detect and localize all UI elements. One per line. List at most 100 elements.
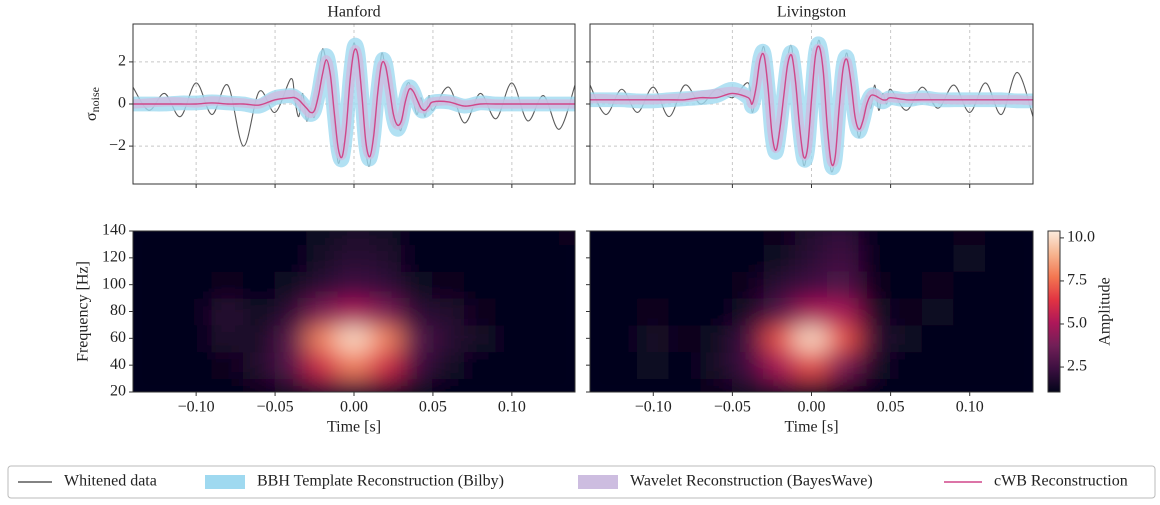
heatmap-cell [527,270,560,299]
heatmap-cell [432,378,465,392]
heatmap-cell [179,324,213,353]
heatmap-cell [369,378,402,392]
y-tick-label: 100 [102,275,126,292]
heatmap-cell [464,270,497,299]
heatmap-cell [274,270,308,299]
colorbar-tick-label: 5.0 [1067,315,1087,332]
heatmap-cell [985,378,1018,392]
heatmap-cell [243,243,276,272]
x-tick-label: 0.05 [877,399,905,416]
heatmap-cell [605,243,638,272]
heatmap-cell [148,351,181,380]
heatmap-cell [243,231,276,245]
chart-title: Hanford [327,4,380,21]
heatmap-cell [668,231,702,245]
heatmap-cell [985,351,1018,380]
chart-title: Livingston [777,4,846,21]
legend-label: cWB Reconstruction [994,473,1128,490]
heatmap-cell [795,243,828,272]
heatmap-cell [432,270,465,299]
heatmap-cell [243,270,276,299]
heatmap-cell [921,270,955,299]
y-axis-label-symbol: σ [83,112,100,121]
heatmap-cell [306,324,339,353]
x-tick-label: −0.10 [635,399,672,416]
heatmap-cell [731,297,765,326]
heatmap-cell [133,297,150,326]
heatmap-cell [274,324,308,353]
heatmap-cell [795,231,828,245]
x-tick-label: −0.05 [714,399,751,416]
heatmap-cell [558,324,575,353]
heatmap-cell [826,243,860,272]
y-axis-label-subscript: noise [88,87,102,112]
heatmap-cell [636,378,670,392]
heatmap-cell [953,351,987,380]
heatmap-cell [731,270,765,299]
heatmap-cell [826,231,860,245]
heatmap-cell [590,351,607,380]
heatmap-cell [179,351,213,380]
heatmap-cell [274,231,308,245]
heatmap-cell [590,297,607,326]
heatmap-cell [858,270,892,299]
heatmap-cell [179,270,213,299]
plot-area [133,231,575,392]
heatmap-cell [211,270,244,299]
heatmap-cell [763,378,797,392]
heatmap-cell [985,297,1018,326]
legend-label: BBH Template Reconstruction (Bilby) [257,473,504,490]
heatmap-cell [700,270,733,299]
heatmap-cell [953,243,987,272]
heatmap-cell [731,231,765,245]
heatmap-cell [858,231,892,245]
heatmap-cell [890,243,923,272]
colorbar-tick-label: 10.0 [1067,229,1095,246]
heatmap-cell [700,351,733,380]
heatmap-cell [369,324,402,353]
heatmap-cell [921,243,955,272]
colorbar [1047,230,1061,393]
colorbar-tick-label: 2.5 [1067,358,1087,375]
heatmap-cell [400,243,434,272]
y-tick-label: 80 [110,302,126,319]
heatmap-cell [590,378,607,392]
heatmap-cell [148,324,181,353]
heatmap-cell [921,324,955,353]
heatmap-cell [211,231,244,245]
heatmap-cell [306,378,339,392]
heatmap-cell [605,231,638,245]
heatmap-cell [795,324,828,353]
heatmap-cell [763,243,797,272]
heatmap-cell [495,378,529,392]
heatmap-cell [890,351,923,380]
heatmap-cell [795,270,828,299]
heatmap-cell [337,378,371,392]
heatmap-cell [337,351,371,380]
heatmap-cell [605,378,638,392]
heatmap-cell [306,351,339,380]
heatmap-cell [558,351,575,380]
heatmap-cell [953,324,987,353]
heatmap-cell [527,297,560,326]
heatmap-cell [890,378,923,392]
heatmap-cell [527,351,560,380]
heatmap-cell [527,324,560,353]
heatmap-cell [495,243,529,272]
heatmap-cell [400,231,434,245]
y-tick-label: 0 [118,95,126,112]
heatmap-cell [464,297,497,326]
heatmap-cell [953,378,987,392]
heatmap-cell [636,297,670,326]
plot-area [590,36,1033,176]
heatmap-cell [133,351,150,380]
heatmap-cell [795,351,828,380]
heatmap-cell [337,297,371,326]
heatmap-cell [179,231,213,245]
heatmap-cell [133,324,150,353]
heatmap-cell [211,324,244,353]
heatmap-cell [464,324,497,353]
heatmap-cell [211,351,244,380]
plot-area [590,231,1033,392]
heatmap-cell [464,378,497,392]
